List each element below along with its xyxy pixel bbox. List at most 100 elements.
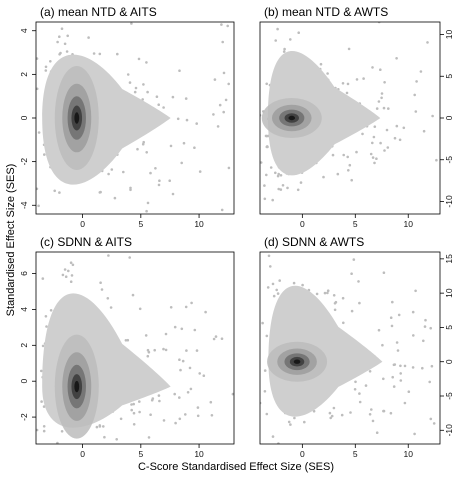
point-cloud: [33, 22, 231, 213]
scatter-point: [149, 171, 152, 175]
scatter-point: [358, 392, 361, 395]
scatter-point: [222, 110, 225, 114]
scatter-point: [281, 184, 285, 187]
scatter-point: [178, 69, 181, 72]
scatter-point: [173, 392, 176, 396]
scatter-point: [350, 272, 353, 276]
scatter-point: [184, 413, 187, 416]
scatter-point: [218, 103, 222, 107]
scatter-point: [33, 334, 36, 337]
scatter-point: [407, 390, 411, 394]
scatter-point: [129, 188, 132, 192]
scatter-point: [63, 42, 67, 46]
scatter-point: [158, 179, 161, 182]
scatter-point: [332, 294, 336, 297]
scatter-point: [413, 93, 417, 97]
scatter-point: [216, 125, 220, 128]
scatter-point: [315, 292, 319, 296]
scatter-point: [399, 379, 403, 382]
scatter-point: [375, 107, 379, 110]
scatter-point: [190, 301, 193, 305]
scatter-point: [147, 436, 151, 439]
scatter-point: [193, 146, 196, 149]
scatter-point: [145, 151, 148, 154]
scatter-point: [49, 309, 53, 312]
scatter-point: [213, 78, 217, 81]
scatter-point: [355, 150, 358, 154]
scatter-point: [224, 98, 228, 102]
scatter-point: [138, 307, 142, 311]
scatter-point: [56, 40, 59, 44]
point-cloud: [245, 233, 466, 444]
x-tick-label: 0: [80, 219, 85, 229]
scatter-point: [146, 348, 150, 352]
scatter-point: [242, 379, 245, 382]
x-tick-label: 5: [353, 219, 358, 229]
scatter-point: [375, 431, 379, 435]
x-tick-label: 10: [194, 449, 204, 459]
y-axis-label: Standardised Effect Size (SES): [5, 164, 17, 317]
scatter-point: [342, 153, 346, 157]
scatter-point: [276, 292, 280, 295]
scatter-point: [328, 411, 332, 415]
scatter-point: [60, 430, 64, 433]
scatter-point: [185, 118, 189, 122]
scatter-point: [357, 280, 360, 283]
scatter-point: [195, 122, 198, 125]
scatter-point: [340, 413, 344, 417]
scatter-point: [33, 165, 36, 168]
scatter-point: [373, 125, 377, 128]
scatter-point: [265, 334, 269, 338]
scatter-point: [158, 399, 161, 403]
scatter-point: [414, 233, 417, 236]
panel-3: (c) SDNN & AITS 0 5 10 -2 0 2 4 6: [19, 235, 267, 459]
scatter-point: [342, 321, 345, 325]
scatter-point: [176, 117, 180, 121]
scatter-point: [36, 428, 39, 432]
density-body: [268, 285, 383, 417]
y-tick-label: 4: [19, 307, 29, 312]
scatter-point: [397, 313, 401, 317]
scatter-point: [264, 337, 267, 340]
panel-title: (a) mean NTD & AITS: [40, 5, 157, 19]
scatter-point: [134, 86, 138, 90]
scatter-point: [36, 57, 39, 60]
scatter-point: [274, 171, 277, 175]
scatter-point: [67, 269, 70, 273]
scatter-point: [98, 424, 102, 427]
x-tick-label: 5: [353, 449, 358, 459]
scatter-point: [379, 68, 382, 71]
scatter-point: [240, 386, 243, 389]
y-tick-label: 0: [444, 359, 454, 364]
scatter-point: [178, 396, 181, 399]
scatter-point: [326, 72, 329, 75]
scatter-point: [272, 294, 276, 298]
scatter-point: [227, 82, 230, 86]
y-tick-label: 10: [444, 288, 454, 298]
scatter-point: [322, 175, 325, 179]
scatter-point: [220, 23, 223, 26]
scatter-point: [71, 263, 75, 267]
scatter-point: [58, 191, 61, 194]
y-tick-label: -10: [444, 424, 454, 437]
scatter-point: [336, 172, 340, 176]
scatter-point: [271, 435, 275, 438]
scatter-point: [60, 27, 64, 31]
scatter-point: [330, 414, 334, 418]
y-tick-label: 15: [444, 254, 454, 264]
scatter-point: [369, 152, 373, 156]
scatter-point: [282, 50, 286, 53]
scatter-point: [319, 62, 323, 66]
scatter-point: [431, 114, 434, 118]
scatter-point: [463, 382, 466, 385]
scatter-point: [44, 69, 48, 72]
scatter-point: [69, 261, 73, 265]
scatter-point: [428, 380, 432, 384]
scatter-point: [251, 306, 254, 309]
x-tick-label: 10: [404, 219, 414, 229]
scatter-point: [115, 438, 118, 441]
scatter-point: [146, 90, 149, 94]
scatter-point: [36, 87, 39, 91]
scatter-point: [145, 61, 148, 64]
scatter-point: [245, 307, 248, 310]
